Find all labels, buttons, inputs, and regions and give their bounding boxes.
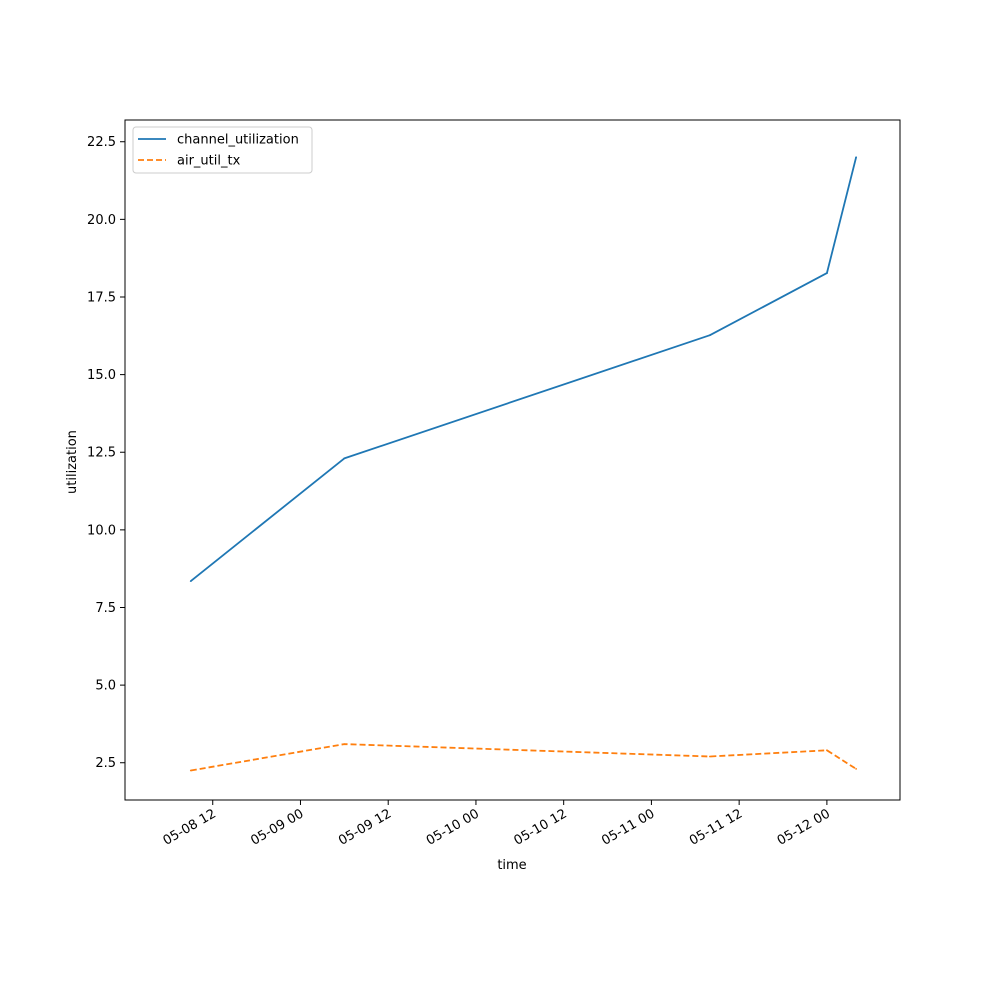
data-point <box>855 768 857 770</box>
legend-label: channel_utilization <box>177 133 299 148</box>
y-axis-label: utilization <box>65 430 80 494</box>
y-tick-label: 7.5 <box>95 601 116 616</box>
y-tick-label: 12.5 <box>87 446 116 461</box>
data-point <box>709 755 711 758</box>
data-point <box>189 580 192 582</box>
plot-frame <box>124 119 901 801</box>
y-tick-label: 15.0 <box>87 368 116 383</box>
legend-box <box>132 126 313 174</box>
data-point <box>709 334 711 337</box>
data-point <box>343 743 346 745</box>
y-axis-ticks: 2.5 5.0 7.5 10.0 12.5 15.0 17.5 20.0 22.5 <box>87 135 125 771</box>
data-point <box>826 272 828 274</box>
series-layer <box>189 156 857 772</box>
data-point <box>343 457 346 460</box>
y-tick-label: 20.0 <box>87 213 116 228</box>
y-tick-label: 22.5 <box>87 135 116 150</box>
data-point <box>826 749 828 752</box>
x-axis-label: time <box>497 858 526 873</box>
legend-label: air_util_tx <box>177 154 241 169</box>
y-tick-label: 5.0 <box>95 679 116 694</box>
legend: channel_utilization air_util_tx <box>132 126 313 174</box>
y-tick-label: 17.5 <box>87 290 116 305</box>
y-tick-label: 2.5 <box>95 756 116 771</box>
data-point <box>855 156 857 159</box>
data-point <box>189 769 192 772</box>
series-line-air-util-tx <box>190 743 857 772</box>
y-tick-label: 10.0 <box>87 523 116 538</box>
